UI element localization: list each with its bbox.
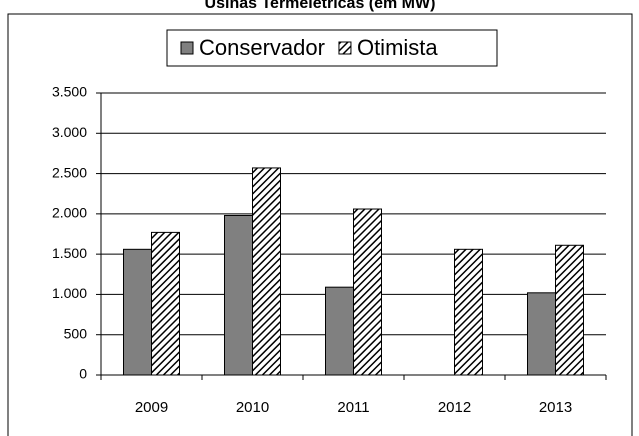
x-tick-label: 2009 (135, 399, 168, 416)
bar (353, 208, 382, 376)
bar (555, 244, 584, 376)
y-tick-label: 2.500 (52, 164, 87, 180)
bar (454, 248, 483, 376)
legend (166, 29, 498, 67)
legend-swatch (180, 41, 194, 55)
bar (325, 286, 354, 376)
y-tick-label: 1.000 (52, 285, 87, 301)
y-tick-label: 3.500 (52, 84, 87, 100)
bar (527, 292, 556, 376)
y-tick-label: 2.000 (52, 205, 87, 221)
legend-label: Conservador (199, 35, 325, 60)
bar (224, 214, 253, 376)
x-tick-label: 2012 (438, 399, 471, 416)
legend-label: Otimista (357, 35, 438, 60)
chart-title: Usinas Termelétricas (em MW) (205, 0, 436, 12)
x-tick-label: 2011 (337, 399, 369, 416)
legend-swatch (338, 41, 352, 55)
bar (151, 231, 180, 376)
y-tick-label: 0 (79, 366, 87, 382)
x-tick-label: 2013 (539, 399, 572, 416)
legend-box (166, 29, 498, 67)
y-tick-label: 3.000 (52, 124, 87, 140)
bar (252, 167, 281, 376)
y-tick-label: 1.500 (52, 245, 87, 261)
bar (123, 248, 152, 376)
x-tick-label: 2010 (236, 399, 269, 416)
y-tick-label: 500 (64, 325, 88, 341)
